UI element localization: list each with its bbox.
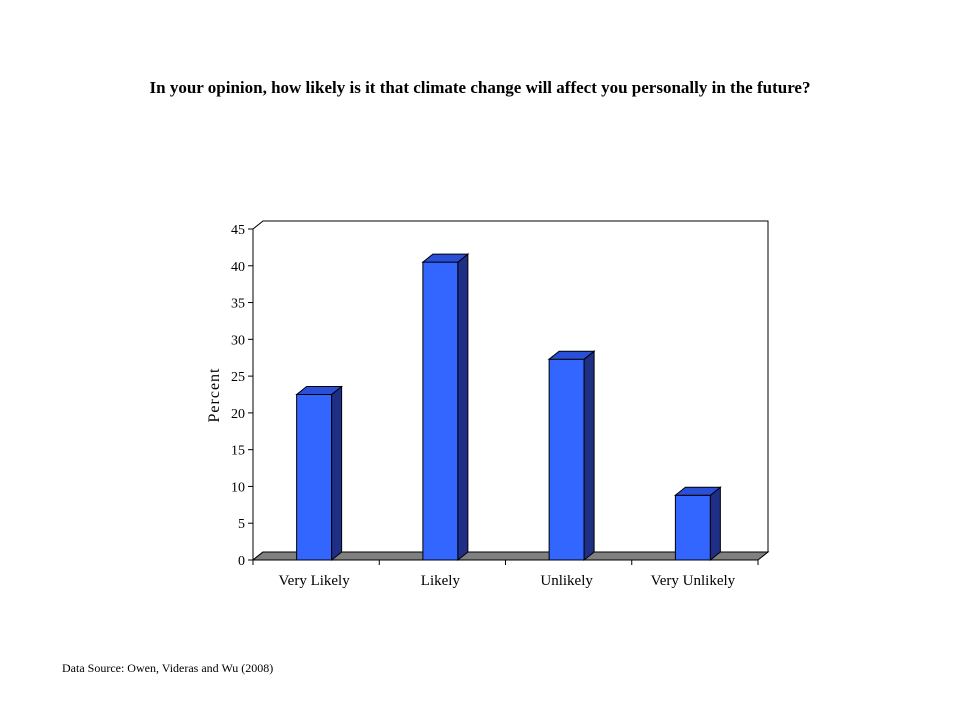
bar-top xyxy=(421,253,470,263)
y-tick-label: 30 xyxy=(231,333,245,348)
y-tick-label: 40 xyxy=(231,260,245,275)
bar-top xyxy=(547,350,596,360)
bar-front xyxy=(296,394,333,561)
chart-title: In your opinion, how likely is it that c… xyxy=(149,78,811,97)
bar-side xyxy=(331,385,343,562)
bar-very-unlikely xyxy=(673,486,722,562)
bar-front xyxy=(548,358,585,561)
y-tick-label: 5 xyxy=(238,517,245,532)
bar-side xyxy=(709,486,721,562)
y-axis-title: Percent xyxy=(206,368,223,423)
y-tick-label: 15 xyxy=(231,444,245,459)
x-tick-label: Unlikely xyxy=(540,573,593,589)
x-tick-label: Likely xyxy=(421,573,461,589)
y-tick-label: 45 xyxy=(231,223,245,238)
bar-side xyxy=(457,253,469,562)
y-tick-label: 35 xyxy=(231,297,245,312)
x-tick-label: Very Likely xyxy=(279,573,351,589)
bar-top xyxy=(673,486,722,496)
y-tick-label: 20 xyxy=(231,407,245,422)
bar-top xyxy=(295,386,344,395)
y-tick-label: 0 xyxy=(238,554,245,569)
bar-front xyxy=(422,261,459,561)
y-tick-label: 25 xyxy=(231,370,245,385)
bar-unlikely xyxy=(547,350,596,562)
bar-front xyxy=(674,494,711,561)
bar-very-likely xyxy=(295,385,344,562)
data-source-note: Data Source: Owen, Videras and Wu (2008) xyxy=(62,661,274,675)
y-tick-label: 10 xyxy=(231,480,245,495)
bar-likely xyxy=(421,253,470,562)
x-tick-label: Very Unlikely xyxy=(651,573,736,589)
bar-side xyxy=(583,350,595,562)
axes: 0 5 10 15 20 25 30 35 40 45 Very Likely Likely Unlik… xyxy=(231,223,759,589)
